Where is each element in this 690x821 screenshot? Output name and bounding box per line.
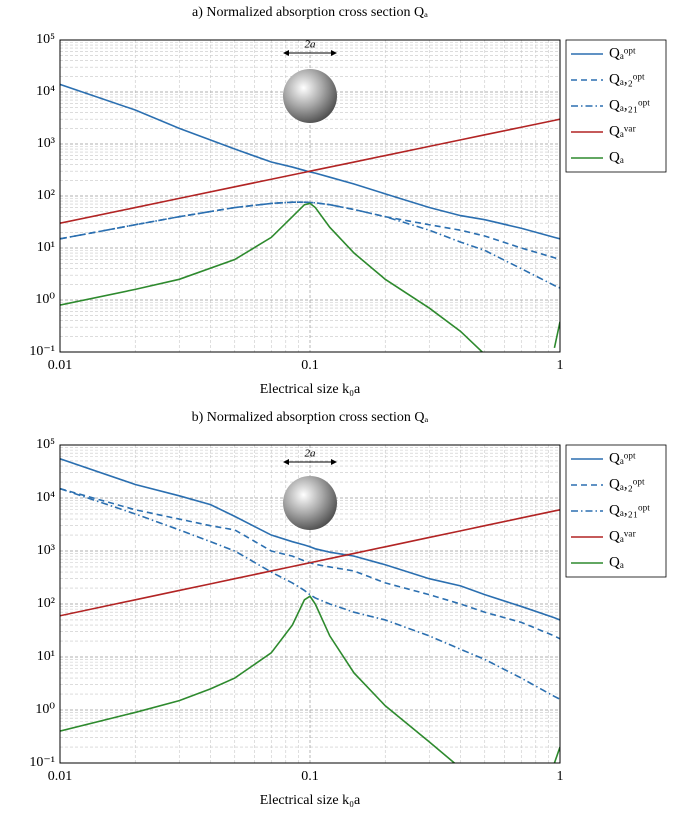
legend-label: Qₐᵛᵃʳ xyxy=(609,123,636,139)
x-tick-label: 1 xyxy=(557,769,564,784)
legend-label: Qₐᵛᵃʳ xyxy=(609,528,636,544)
y-tick-label: 10⁻¹ xyxy=(29,344,55,359)
x-tick-label: 0.01 xyxy=(48,358,73,373)
arrow-heads xyxy=(283,50,337,56)
sphere xyxy=(283,69,337,123)
series-line xyxy=(60,83,560,240)
y-tick-label: 10⁰ xyxy=(35,292,55,307)
y-tick-label: 10⁵ xyxy=(36,32,55,47)
legend-label: Qₐᵒᵖᵗ xyxy=(609,450,636,466)
sphere xyxy=(283,476,337,530)
x-tick-label: 0.1 xyxy=(301,358,319,373)
series-line xyxy=(60,487,560,700)
series-line xyxy=(60,487,560,640)
sphere-illustration-a: 2a xyxy=(283,39,337,123)
y-tick-label: 10³ xyxy=(37,543,55,558)
y-tick-label: 10⁴ xyxy=(36,490,55,505)
legend-label: Qₐ xyxy=(609,554,624,570)
series-line xyxy=(60,595,560,763)
x-tick-label: 0.1 xyxy=(301,769,319,784)
legend-label: Qₐ,₂₁ᵒᵖᵗ xyxy=(609,97,650,113)
series-line xyxy=(60,458,560,621)
series-line xyxy=(60,118,560,224)
annotation: 2a xyxy=(305,448,317,460)
y-tick-label: 10⁴ xyxy=(36,84,55,99)
legend-label: Qₐ,₂ᵒᵖᵗ xyxy=(609,476,645,492)
y-tick-label: 10⁰ xyxy=(35,702,55,717)
y-tick-label: 10³ xyxy=(37,136,55,151)
sphere-illustration-b: 2a xyxy=(283,448,337,530)
arrow-heads xyxy=(283,459,337,465)
plot-frame xyxy=(59,39,561,353)
y-tick-label: 10⁻¹ xyxy=(29,755,55,770)
x-axis-label: Electrical size k₀a xyxy=(260,793,361,808)
y-tick-label: 10² xyxy=(37,188,55,203)
legend-label: Qₐ,₂ᵒᵖᵗ xyxy=(609,71,645,87)
series-line xyxy=(60,201,560,289)
y-tick-label: 10¹ xyxy=(37,240,55,255)
x-tick-label: 0.01 xyxy=(48,769,73,784)
chart-title: b) Normalized absorption cross section Q… xyxy=(192,410,429,425)
legend-label: Qₐ xyxy=(609,149,624,165)
plot-frame xyxy=(59,444,561,764)
y-tick-label: 10² xyxy=(37,596,55,611)
y-tick-label: 10¹ xyxy=(37,649,55,664)
legend-box xyxy=(565,39,667,173)
legend-label: Qₐᵒᵖᵗ xyxy=(609,45,636,61)
series-line xyxy=(60,202,560,352)
annotation: 2a xyxy=(305,39,317,51)
x-tick-label: 1 xyxy=(557,358,564,373)
legend-label: Qₐ,₂₁ᵒᵖᵗ xyxy=(609,502,650,518)
x-axis-label: Electrical size k₀a xyxy=(260,382,361,397)
chart-title: a) Normalized absorption cross section Q… xyxy=(192,5,428,20)
plots: a) Normalized absorption cross section Q… xyxy=(29,5,667,808)
series-line xyxy=(60,508,560,617)
y-tick-label: 10⁵ xyxy=(36,437,55,452)
legend-box xyxy=(565,444,667,578)
